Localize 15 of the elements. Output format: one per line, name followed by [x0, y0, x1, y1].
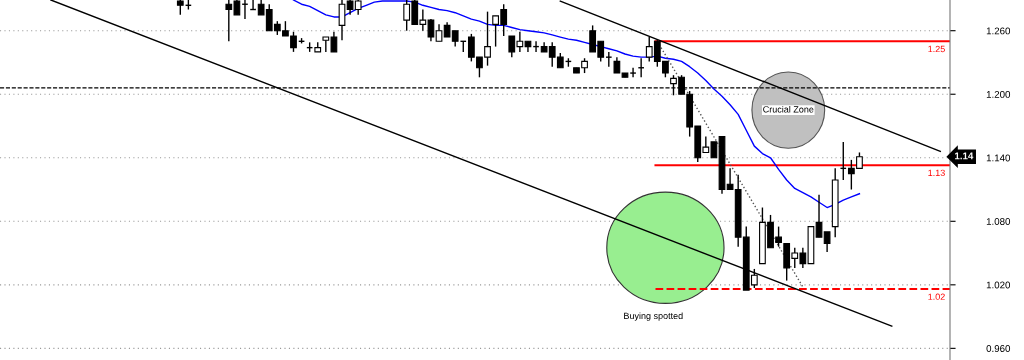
line-series	[292, 0, 861, 209]
ref-line-label: 1.13	[928, 169, 945, 177]
y-tick-label: 1.020	[986, 281, 1011, 289]
candlestick	[605, 51, 613, 68]
annotation: Buying spotted	[624, 312, 683, 321]
y-tick-label: 1.260	[986, 27, 1011, 35]
candlestick	[629, 67, 637, 78]
y-tick-label: 1.080	[986, 218, 1011, 225]
ref-line-label: 1.02	[928, 293, 945, 300]
text: 1.14	[955, 152, 974, 160]
y-tick-label: 1.200	[986, 90, 1011, 98]
y-tick-label: 1.140	[986, 154, 1011, 162]
y-tick-label: 0.960	[986, 345, 1011, 352]
annotation: Crucial Zone	[763, 105, 814, 113]
ref-line-label: 1.25	[928, 45, 945, 53]
